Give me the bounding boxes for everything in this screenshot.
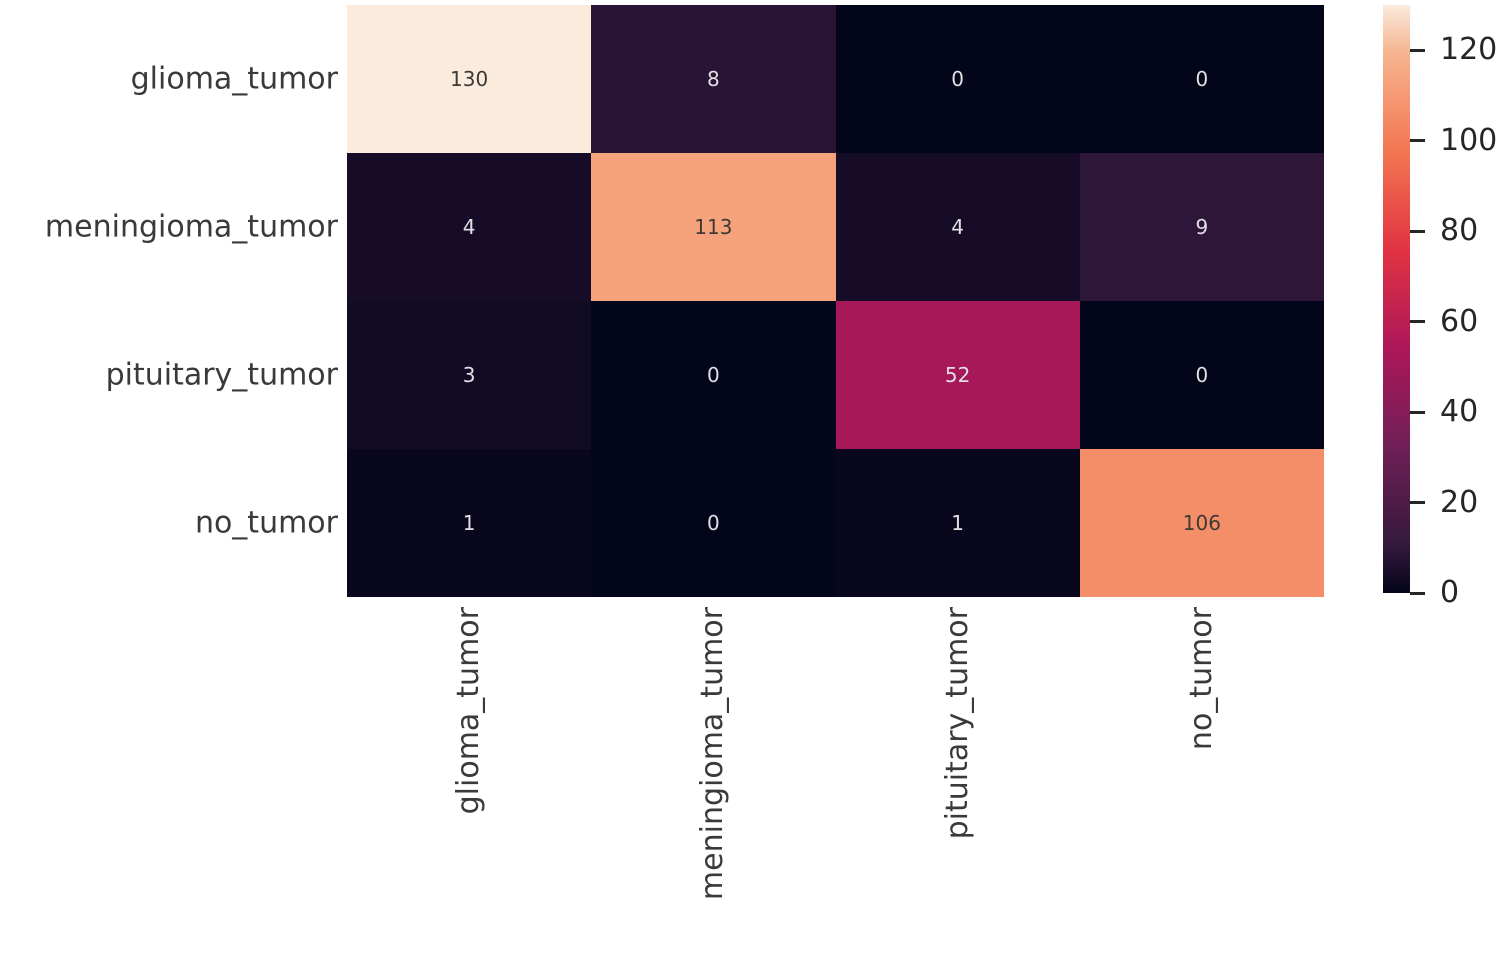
x-tick-label-no_tumor: no_tumor	[1183, 607, 1219, 751]
heatmap-cell-value: 1	[951, 511, 964, 535]
x-tick-label-pituitary_tumor: pituitary_tumor	[939, 607, 975, 840]
colorbar-tick-mark-20	[1410, 501, 1425, 505]
colorbar	[1383, 5, 1410, 593]
heatmap-cell-pituitary_tumor-meningioma_tumor: 0	[591, 301, 836, 449]
colorbar-tick-label-100: 100	[1440, 122, 1498, 158]
x-tick-label-glioma_tumor: glioma_tumor	[451, 607, 487, 815]
heatmap-cell-value: 0	[951, 67, 964, 91]
y-tick-label-meningioma_tumor: meningioma_tumor	[44, 209, 338, 245]
heatmap-cell-meningioma_tumor-pituitary_tumor: 4	[835, 153, 1080, 301]
colorbar-tick-label-120: 120	[1440, 32, 1498, 68]
heatmap-cell-pituitary_tumor-pituitary_tumor: 52	[835, 301, 1080, 449]
heatmap-cell-value: 113	[694, 215, 733, 239]
heatmap-cell-glioma_tumor-no_tumor: 0	[1079, 5, 1324, 153]
heatmap-cell-value: 52	[944, 363, 971, 387]
heatmap-cell-value: 9	[1195, 215, 1209, 239]
heatmap-cell-glioma_tumor-glioma_tumor: 130	[347, 5, 592, 153]
heatmap-cell-meningioma_tumor-glioma_tumor: 4	[347, 153, 592, 301]
colorbar-tick-label-40: 40	[1440, 394, 1479, 430]
heatmap-plot-area: 130 8 0 0 4 113 4 9 3 0 52 0 1 0 1 106	[347, 5, 1324, 597]
heatmap-cell-value: 0	[1195, 363, 1209, 387]
colorbar-tick-label-80: 80	[1440, 213, 1479, 249]
colorbar-tick-label-60: 60	[1440, 303, 1479, 339]
heatmap-cell-glioma_tumor-pituitary_tumor: 0	[835, 5, 1080, 153]
heatmap-cell-value: 0	[1195, 67, 1209, 91]
colorbar-tick-mark-40	[1410, 410, 1425, 414]
y-tick-label-glioma_tumor: glioma_tumor	[130, 61, 338, 97]
heatmap-cell-value: 130	[450, 67, 489, 91]
heatmap-cell-no_tumor-glioma_tumor: 1	[347, 449, 592, 597]
colorbar-tick-mark-120	[1410, 48, 1425, 52]
heatmap-cell-value: 3	[462, 363, 476, 387]
heatmap-cell-value: 1	[462, 511, 476, 535]
heatmap-cell-meningioma_tumor-meningioma_tumor: 113	[591, 153, 836, 301]
colorbar-tick-mark-0	[1410, 591, 1425, 595]
y-tick-label-no_tumor: no_tumor	[194, 505, 338, 541]
heatmap-cell-pituitary_tumor-no_tumor: 0	[1079, 301, 1324, 449]
heatmap-cell-meningioma_tumor-no_tumor: 9	[1079, 153, 1324, 301]
y-tick-label-pituitary_tumor: pituitary_tumor	[105, 357, 338, 393]
colorbar-tick-label-20: 20	[1440, 484, 1479, 520]
heatmap-cell-value: 106	[1182, 511, 1221, 535]
heatmap-cell-value: 8	[707, 67, 720, 91]
heatmap-cell-pituitary_tumor-glioma_tumor: 3	[347, 301, 592, 449]
heatmap-cell-value: 4	[462, 215, 476, 239]
colorbar-tick-mark-100	[1410, 139, 1425, 143]
colorbar-tick-label-0: 0	[1440, 575, 1460, 610]
heatmap-cell-value: 4	[951, 215, 964, 239]
colorbar-tick-mark-60	[1410, 320, 1425, 324]
colorbar-tick-mark-80	[1410, 229, 1425, 233]
heatmap-cell-value: 0	[707, 511, 720, 535]
heatmap-cell-no_tumor-no_tumor: 106	[1079, 449, 1324, 597]
heatmap-cell-no_tumor-pituitary_tumor: 1	[835, 449, 1080, 597]
heatmap-cell-no_tumor-meningioma_tumor: 0	[591, 449, 836, 597]
heatmap-cell-value: 0	[707, 363, 720, 387]
x-tick-label-meningioma_tumor: meningioma_tumor	[695, 607, 731, 901]
heatmap-cell-glioma_tumor-meningioma_tumor: 8	[591, 5, 836, 153]
